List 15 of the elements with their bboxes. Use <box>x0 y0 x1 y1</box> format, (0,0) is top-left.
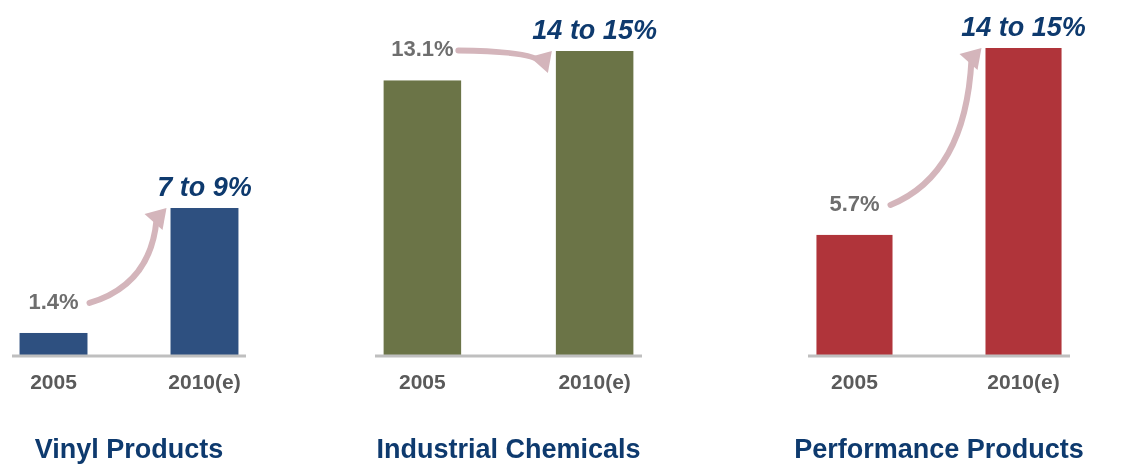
x-axis-title: Vinyl Products <box>34 434 224 464</box>
x-tick-label: 2005 <box>831 370 879 393</box>
data-label: 13.1% <box>391 36 454 62</box>
data-label: 14 to 15% <box>532 15 657 45</box>
data-label: 1.4% <box>28 288 79 314</box>
x-tick-label: 2010(e) <box>987 370 1060 393</box>
x-axis-title: Industrial Chemicals <box>376 434 641 464</box>
data-label: 14 to 15% <box>961 12 1086 42</box>
data-label: 7 to 9% <box>157 172 252 202</box>
x-tick-label: 2005 <box>399 370 447 393</box>
x-tick-label: 2010(e) <box>558 370 631 393</box>
x-axis-title: Performance Products <box>794 434 1084 464</box>
x-tick-label: 2005 <box>30 370 78 393</box>
data-label: 5.7% <box>829 190 880 216</box>
x-tick-label: 2010(e) <box>168 370 241 393</box>
